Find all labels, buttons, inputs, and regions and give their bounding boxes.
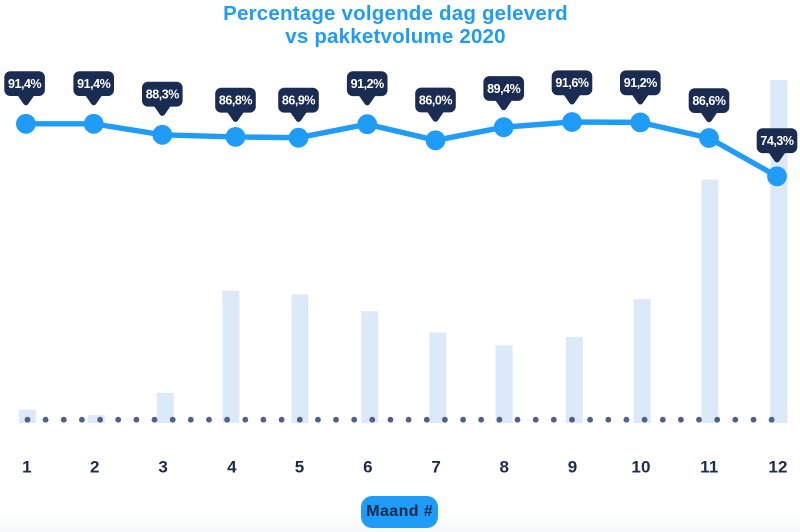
svg-text:7: 7	[431, 457, 441, 476]
svg-text:4: 4	[227, 457, 237, 476]
svg-text:91,2%: 91,2%	[624, 76, 658, 90]
svg-text:9: 9	[568, 457, 578, 476]
svg-text:89,4%: 89,4%	[487, 82, 521, 96]
svg-text:86,6%: 86,6%	[692, 94, 726, 108]
svg-text:11: 11	[700, 457, 718, 476]
svg-text:5: 5	[295, 457, 305, 476]
svg-text:12: 12	[768, 457, 787, 476]
svg-text:74,3%: 74,3%	[760, 134, 794, 148]
svg-text:86,9%: 86,9%	[282, 94, 316, 108]
svg-text:2: 2	[90, 457, 100, 476]
svg-text:86,8%: 86,8%	[219, 94, 253, 108]
svg-text:91,4%: 91,4%	[8, 77, 42, 91]
svg-text:1: 1	[22, 457, 32, 476]
svg-text:86,0%: 86,0%	[419, 93, 453, 107]
svg-text:88,3%: 88,3%	[146, 88, 180, 102]
svg-text:91,2%: 91,2%	[351, 77, 385, 91]
svg-text:8: 8	[499, 457, 509, 476]
svg-text:10: 10	[631, 457, 650, 476]
svg-text:6: 6	[363, 457, 373, 476]
svg-text:91,6%: 91,6%	[555, 76, 589, 90]
svg-text:3: 3	[158, 457, 168, 476]
svg-text:91,4%: 91,4%	[77, 77, 111, 91]
